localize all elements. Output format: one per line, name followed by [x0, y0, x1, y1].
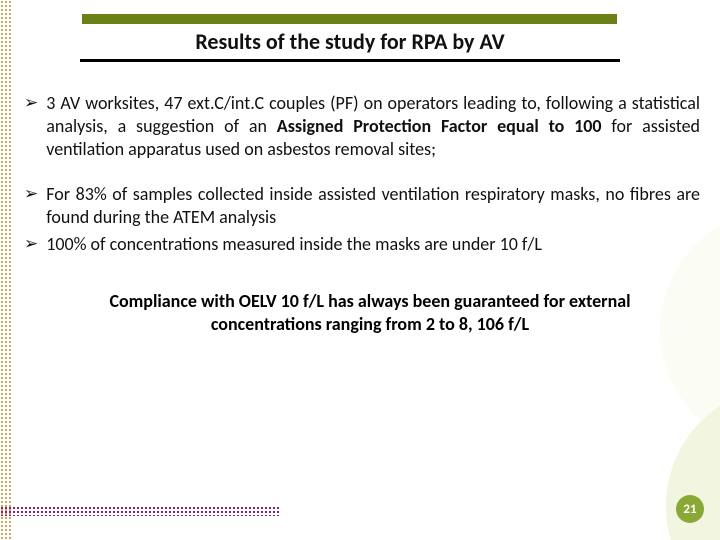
title-block: Results of the study for RPA by AV	[80, 14, 620, 62]
title-underline	[80, 59, 620, 62]
bullet-text: 3 AV worksites, 47 ext.C/int.C couples (…	[46, 92, 700, 161]
bullet-bold: Assigned Protection Factor equal to 100	[277, 115, 602, 137]
page-title: Results of the study for RPA by AV	[80, 24, 620, 59]
left-dotted-strip	[0, 0, 12, 540]
title-overline	[82, 14, 617, 24]
bullet-arrow-icon: ➢	[24, 92, 38, 115]
bullet-arrow-icon: ➢	[24, 233, 38, 256]
bullet-item: ➢ 3 AV worksites, 47 ext.C/int.C couples…	[24, 92, 700, 161]
content-area: ➢ 3 AV worksites, 47 ext.C/int.C couples…	[24, 92, 700, 336]
bullet-text: For 83% of samples collected inside assi…	[46, 183, 700, 229]
bullet-item: ➢ 100% of concentrations measured inside…	[24, 233, 700, 256]
bullet-arrow-icon: ➢	[24, 183, 38, 206]
page-number-badge: 21	[676, 495, 704, 523]
conclusion-text: Compliance with OELV 10 f/L has always b…	[24, 290, 700, 336]
bullet-item: ➢ For 83% of samples collected inside as…	[24, 183, 700, 229]
page-badge-wrap: 21	[672, 492, 706, 526]
bullet-text: 100% of concentrations measured inside t…	[46, 233, 700, 256]
bottom-dotted-strip	[0, 506, 280, 516]
